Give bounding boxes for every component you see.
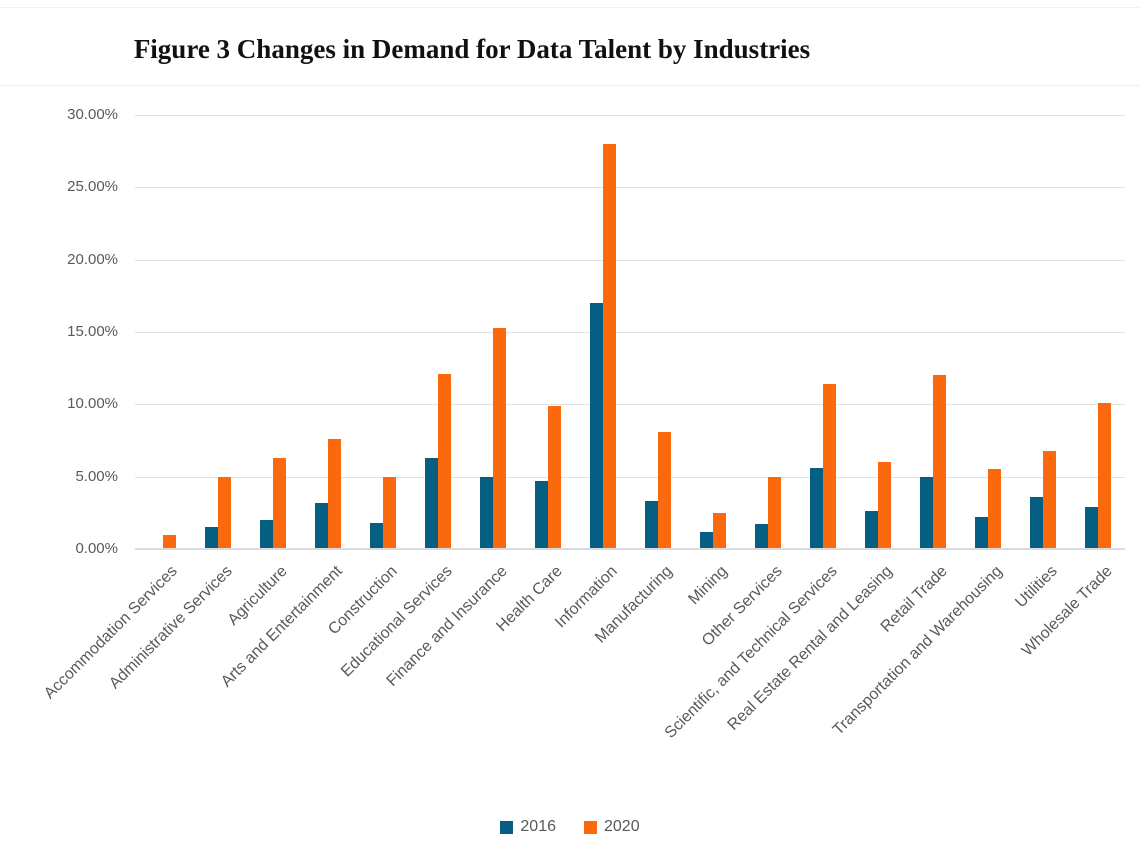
legend-swatch-2020	[584, 820, 597, 834]
legend: 2016 2020	[0, 818, 1140, 836]
bar-2016-health-care	[534, 481, 548, 549]
bar-2020-construction	[382, 476, 396, 549]
bar-group-construction	[355, 115, 410, 549]
bar-group-mining	[685, 115, 740, 549]
bar-group-administrative-services	[190, 115, 245, 549]
gridline-15	[135, 332, 1125, 333]
bar-group-educational-services	[410, 115, 465, 549]
y-tick-label-25: 25.00%	[67, 178, 118, 196]
bar-2016-arts-and-entertainment	[314, 502, 328, 549]
x-label-accommodation-services: Accommodation Services	[40, 562, 181, 703]
y-tick-label-15: 15.00%	[67, 323, 118, 340]
bar-2016-real-estate-rental-and-leasing	[864, 511, 878, 549]
bar-group-wholesale-trade	[1070, 115, 1125, 549]
bar-2020-arts-and-entertainment	[327, 439, 341, 549]
bar-group-arts-and-entertainment	[300, 115, 355, 549]
bar-2020-mining	[712, 512, 726, 549]
legend-swatch-2016	[500, 820, 514, 834]
gridline-30	[135, 115, 1125, 116]
bar-group-accommodation-services	[135, 115, 190, 549]
bar-group-information	[575, 115, 630, 549]
bar-group-manufacturing	[630, 115, 685, 549]
bar-group-other-services	[740, 115, 795, 549]
bar-2016-educational-services	[424, 457, 438, 549]
bar-2016-wholesale-trade	[1084, 507, 1098, 549]
bar-group-transportation-and-warehousing	[960, 115, 1015, 549]
bar-group-health-care	[520, 115, 575, 549]
bar-group-utilities	[1015, 115, 1070, 549]
legend-item-2020: 2020	[584, 818, 640, 836]
bar-2016-scientific-and-technical-services	[809, 468, 823, 549]
bar-2020-manufacturing	[657, 431, 671, 549]
y-tick-label-10: 10.00%	[67, 395, 118, 413]
bar-2020-transportation-and-warehousing	[987, 469, 1001, 549]
bar-2020-real-estate-rental-and-leasing	[877, 462, 891, 549]
bar-group-scientific-and-technical-services	[795, 115, 850, 549]
bar-group-retail-trade	[905, 115, 960, 549]
bar-group-real-estate-rental-and-leasing	[850, 115, 905, 549]
bar-2016-construction	[369, 522, 383, 549]
chart-title: Figure 3 Changes in Demand for Data Tale…	[133, 34, 811, 64]
bar-2016-manufacturing	[644, 501, 658, 549]
bar-2016-agriculture	[259, 520, 273, 549]
y-tick-label-20: 20.00%	[67, 250, 118, 268]
plot-area	[135, 115, 1125, 550]
gridline-25	[135, 187, 1125, 189]
y-tick-label-30: 30.00%	[67, 106, 118, 123]
bar-2016-retail-trade	[919, 476, 933, 549]
bar-2020-other-services	[767, 476, 781, 549]
bar-2020-utilities	[1042, 450, 1056, 549]
title-divider-line	[0, 85, 1140, 86]
bar-2020-finance-and-insurance	[492, 327, 506, 549]
bar-2020-accommodation-services	[162, 534, 176, 549]
bar-2020-information	[602, 143, 616, 549]
bar-group-finance-and-insurance	[465, 115, 520, 549]
bar-2016-finance-and-insurance	[479, 476, 493, 549]
bar-2016-mining	[699, 531, 713, 549]
legend-item-2016: 2016	[500, 818, 556, 836]
bar-2016-utilities	[1029, 496, 1043, 549]
bar-2020-retail-trade	[932, 375, 946, 549]
bar-2020-scientific-and-technical-services	[822, 384, 836, 549]
top-border-line	[0, 7, 1140, 8]
bar-group-agriculture	[245, 115, 300, 549]
bar-2016-other-services	[754, 524, 768, 549]
y-tick-label-5: 5.00%	[75, 467, 118, 485]
legend-label-2020: 2020	[604, 818, 640, 835]
bar-2020-administrative-services	[217, 476, 231, 549]
bar-2016-administrative-services	[204, 527, 218, 549]
gridline-5	[135, 476, 1125, 478]
bar-2020-health-care	[547, 405, 561, 549]
x-axis-line	[135, 548, 1125, 550]
legend-label-2016: 2016	[520, 818, 556, 835]
bar-2016-transportation-and-warehousing	[974, 517, 988, 549]
gridline-20	[135, 259, 1125, 261]
y-tick-label-0: 0.00%	[75, 540, 118, 557]
bar-2020-educational-services	[437, 373, 451, 549]
bar-groups	[135, 115, 1125, 549]
gridline-10	[135, 404, 1125, 406]
bar-2020-agriculture	[272, 457, 286, 549]
bar-2016-information	[589, 303, 603, 549]
bar-2020-wholesale-trade	[1097, 402, 1111, 549]
